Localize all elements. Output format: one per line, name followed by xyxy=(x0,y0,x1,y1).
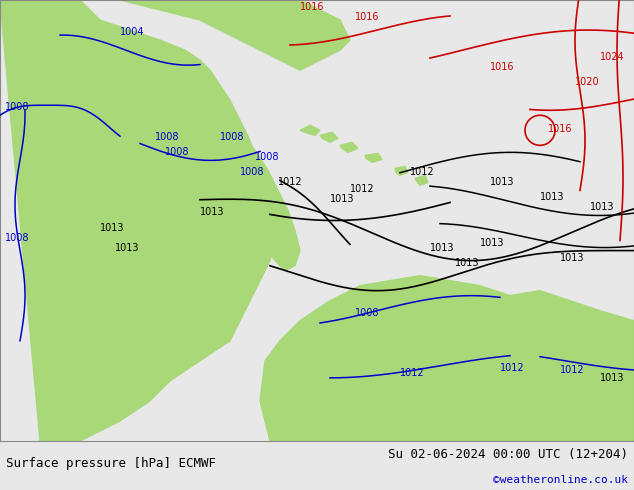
Text: ©weatheronline.co.uk: ©weatheronline.co.uk xyxy=(493,475,628,485)
Polygon shape xyxy=(228,130,300,270)
Polygon shape xyxy=(395,167,408,175)
Text: 1013: 1013 xyxy=(455,258,479,268)
Polygon shape xyxy=(320,132,338,142)
Text: 1012: 1012 xyxy=(350,184,375,195)
Text: 1008: 1008 xyxy=(220,132,245,142)
Text: 1013: 1013 xyxy=(200,207,224,218)
Text: 1016: 1016 xyxy=(490,62,515,72)
Text: Su 02-06-2024 00:00 UTC (12+204): Su 02-06-2024 00:00 UTC (12+204) xyxy=(387,447,628,461)
Text: 1008: 1008 xyxy=(255,152,280,162)
Polygon shape xyxy=(415,175,428,185)
Text: 1020: 1020 xyxy=(575,77,600,87)
Text: 1012: 1012 xyxy=(500,363,524,373)
Polygon shape xyxy=(340,142,358,152)
Text: 1013: 1013 xyxy=(540,193,564,202)
Text: 1012: 1012 xyxy=(278,177,302,187)
Text: 1008: 1008 xyxy=(165,147,190,157)
Text: 1013: 1013 xyxy=(430,243,455,252)
Polygon shape xyxy=(365,153,382,162)
Text: 1024: 1024 xyxy=(600,52,624,62)
Text: 1012: 1012 xyxy=(560,365,585,375)
Text: 1013: 1013 xyxy=(330,195,354,204)
Text: 1008: 1008 xyxy=(5,233,30,243)
Text: 1012: 1012 xyxy=(410,168,435,177)
Text: 1008: 1008 xyxy=(240,168,264,177)
Polygon shape xyxy=(260,275,634,441)
Text: Surface pressure [hPa] ECMWF: Surface pressure [hPa] ECMWF xyxy=(6,457,216,470)
Text: 1008: 1008 xyxy=(155,132,179,142)
Polygon shape xyxy=(300,125,320,135)
Polygon shape xyxy=(0,0,350,70)
Text: 1008: 1008 xyxy=(355,308,380,318)
Text: 1013: 1013 xyxy=(115,243,139,252)
Text: 1013: 1013 xyxy=(100,222,124,233)
Text: 1004: 1004 xyxy=(120,27,145,37)
Text: 1013: 1013 xyxy=(490,177,515,187)
Text: 1012: 1012 xyxy=(400,368,425,378)
Text: 1016: 1016 xyxy=(548,124,573,134)
Text: 1013: 1013 xyxy=(560,252,585,263)
Text: 1013: 1013 xyxy=(600,373,624,383)
Text: 1008: 1008 xyxy=(5,102,30,112)
Text: 1013: 1013 xyxy=(480,238,505,247)
Text: 1016: 1016 xyxy=(300,2,325,12)
Text: 1013: 1013 xyxy=(590,202,614,213)
Polygon shape xyxy=(0,0,275,441)
Text: 1016: 1016 xyxy=(355,12,380,22)
